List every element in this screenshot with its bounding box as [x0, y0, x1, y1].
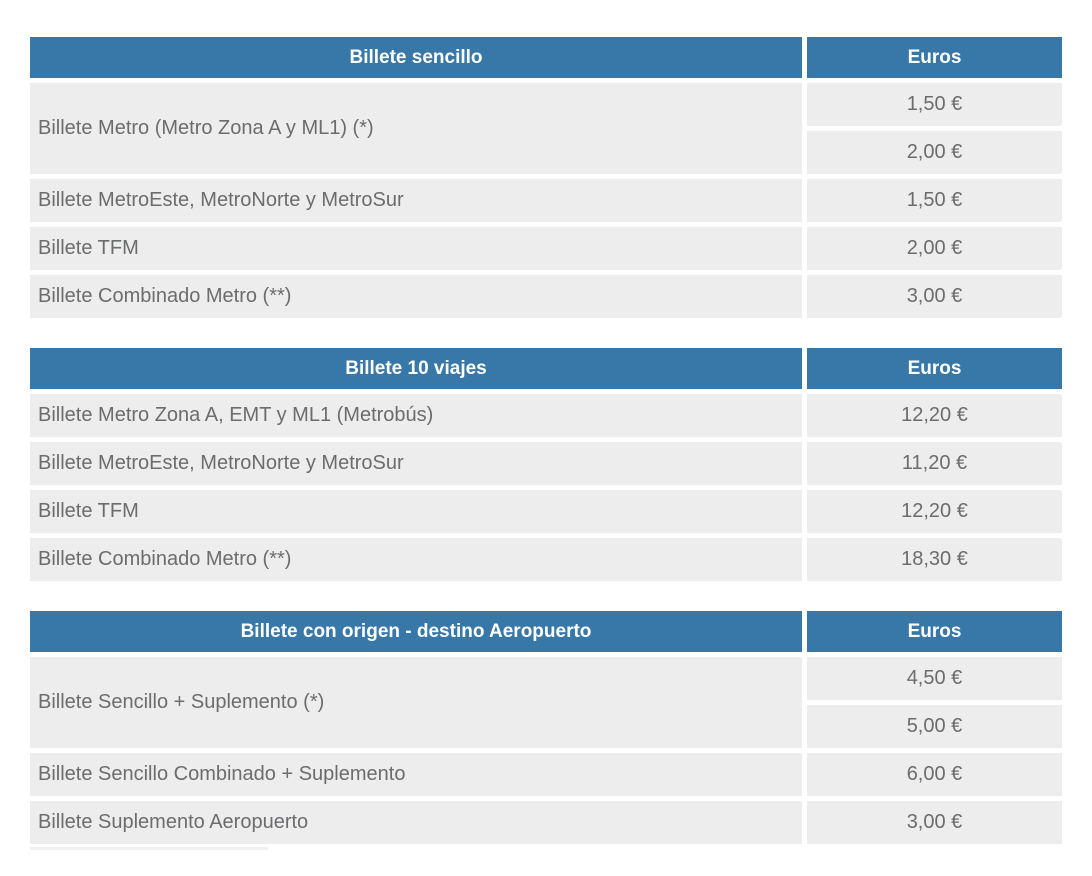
- fare-price-cell: 3,00 €: [807, 801, 1062, 844]
- fare-row-label: Billete Combinado Metro (**): [30, 275, 802, 318]
- fare-row-label: Billete Metro Zona A, EMT y ML1 (Metrobú…: [30, 394, 802, 437]
- fare-row-label: Billete Combinado Metro (**): [30, 538, 802, 581]
- fare-row-label: Billete Sencillo + Suplemento (*): [30, 657, 802, 748]
- fare-row-label: Billete MetroEste, MetroNorte y MetroSur: [30, 442, 802, 485]
- cut-off-row-sliver: [30, 847, 268, 850]
- fare-price-cell: 5,00 €: [807, 705, 1062, 748]
- table-billete-aeropuerto: Billete con origen - destino Aeropuerto …: [30, 611, 1062, 844]
- fare-price-cell: 12,20 €: [807, 490, 1062, 533]
- fare-price-cell: 1,50 €: [807, 179, 1062, 222]
- fare-price-cell: 2,00 €: [807, 227, 1062, 270]
- fare-row-label: Billete Suplemento Aeropuerto: [30, 801, 802, 844]
- table-billete-10-viajes: Billete 10 viajes Euros Billete Metro Zo…: [30, 348, 1062, 581]
- euros-column-header: Euros: [807, 37, 1062, 78]
- fare-price-cell: 11,20 €: [807, 442, 1062, 485]
- fare-row-label: Billete Sencillo Combinado + Suplemento: [30, 753, 802, 796]
- fare-price-cell: 2,00 €: [807, 131, 1062, 174]
- fare-row-label: Billete TFM: [30, 490, 802, 533]
- fare-price-cell: 3,00 €: [807, 275, 1062, 318]
- table-billete-sencillo: Billete sencillo Euros Billete Metro (Me…: [30, 37, 1062, 318]
- fares-page: Billete sencillo Euros Billete Metro (Me…: [30, 37, 1062, 850]
- euros-column-header: Euros: [807, 348, 1062, 389]
- fare-row-label: Billete Metro (Metro Zona A y ML1) (*): [30, 83, 802, 174]
- fare-price-cell: 12,20 €: [807, 394, 1062, 437]
- table-title-header: Billete con origen - destino Aeropuerto: [30, 611, 802, 652]
- table-title-header: Billete 10 viajes: [30, 348, 802, 389]
- fare-price-cell: 1,50 €: [807, 83, 1062, 126]
- euros-column-header: Euros: [807, 611, 1062, 652]
- table-title-header: Billete sencillo: [30, 37, 802, 78]
- fare-row-label: Billete MetroEste, MetroNorte y MetroSur: [30, 179, 802, 222]
- fare-price-cell: 6,00 €: [807, 753, 1062, 796]
- fare-price-cell: 18,30 €: [807, 538, 1062, 581]
- fare-price-cell: 4,50 €: [807, 657, 1062, 700]
- fare-row-label: Billete TFM: [30, 227, 802, 270]
